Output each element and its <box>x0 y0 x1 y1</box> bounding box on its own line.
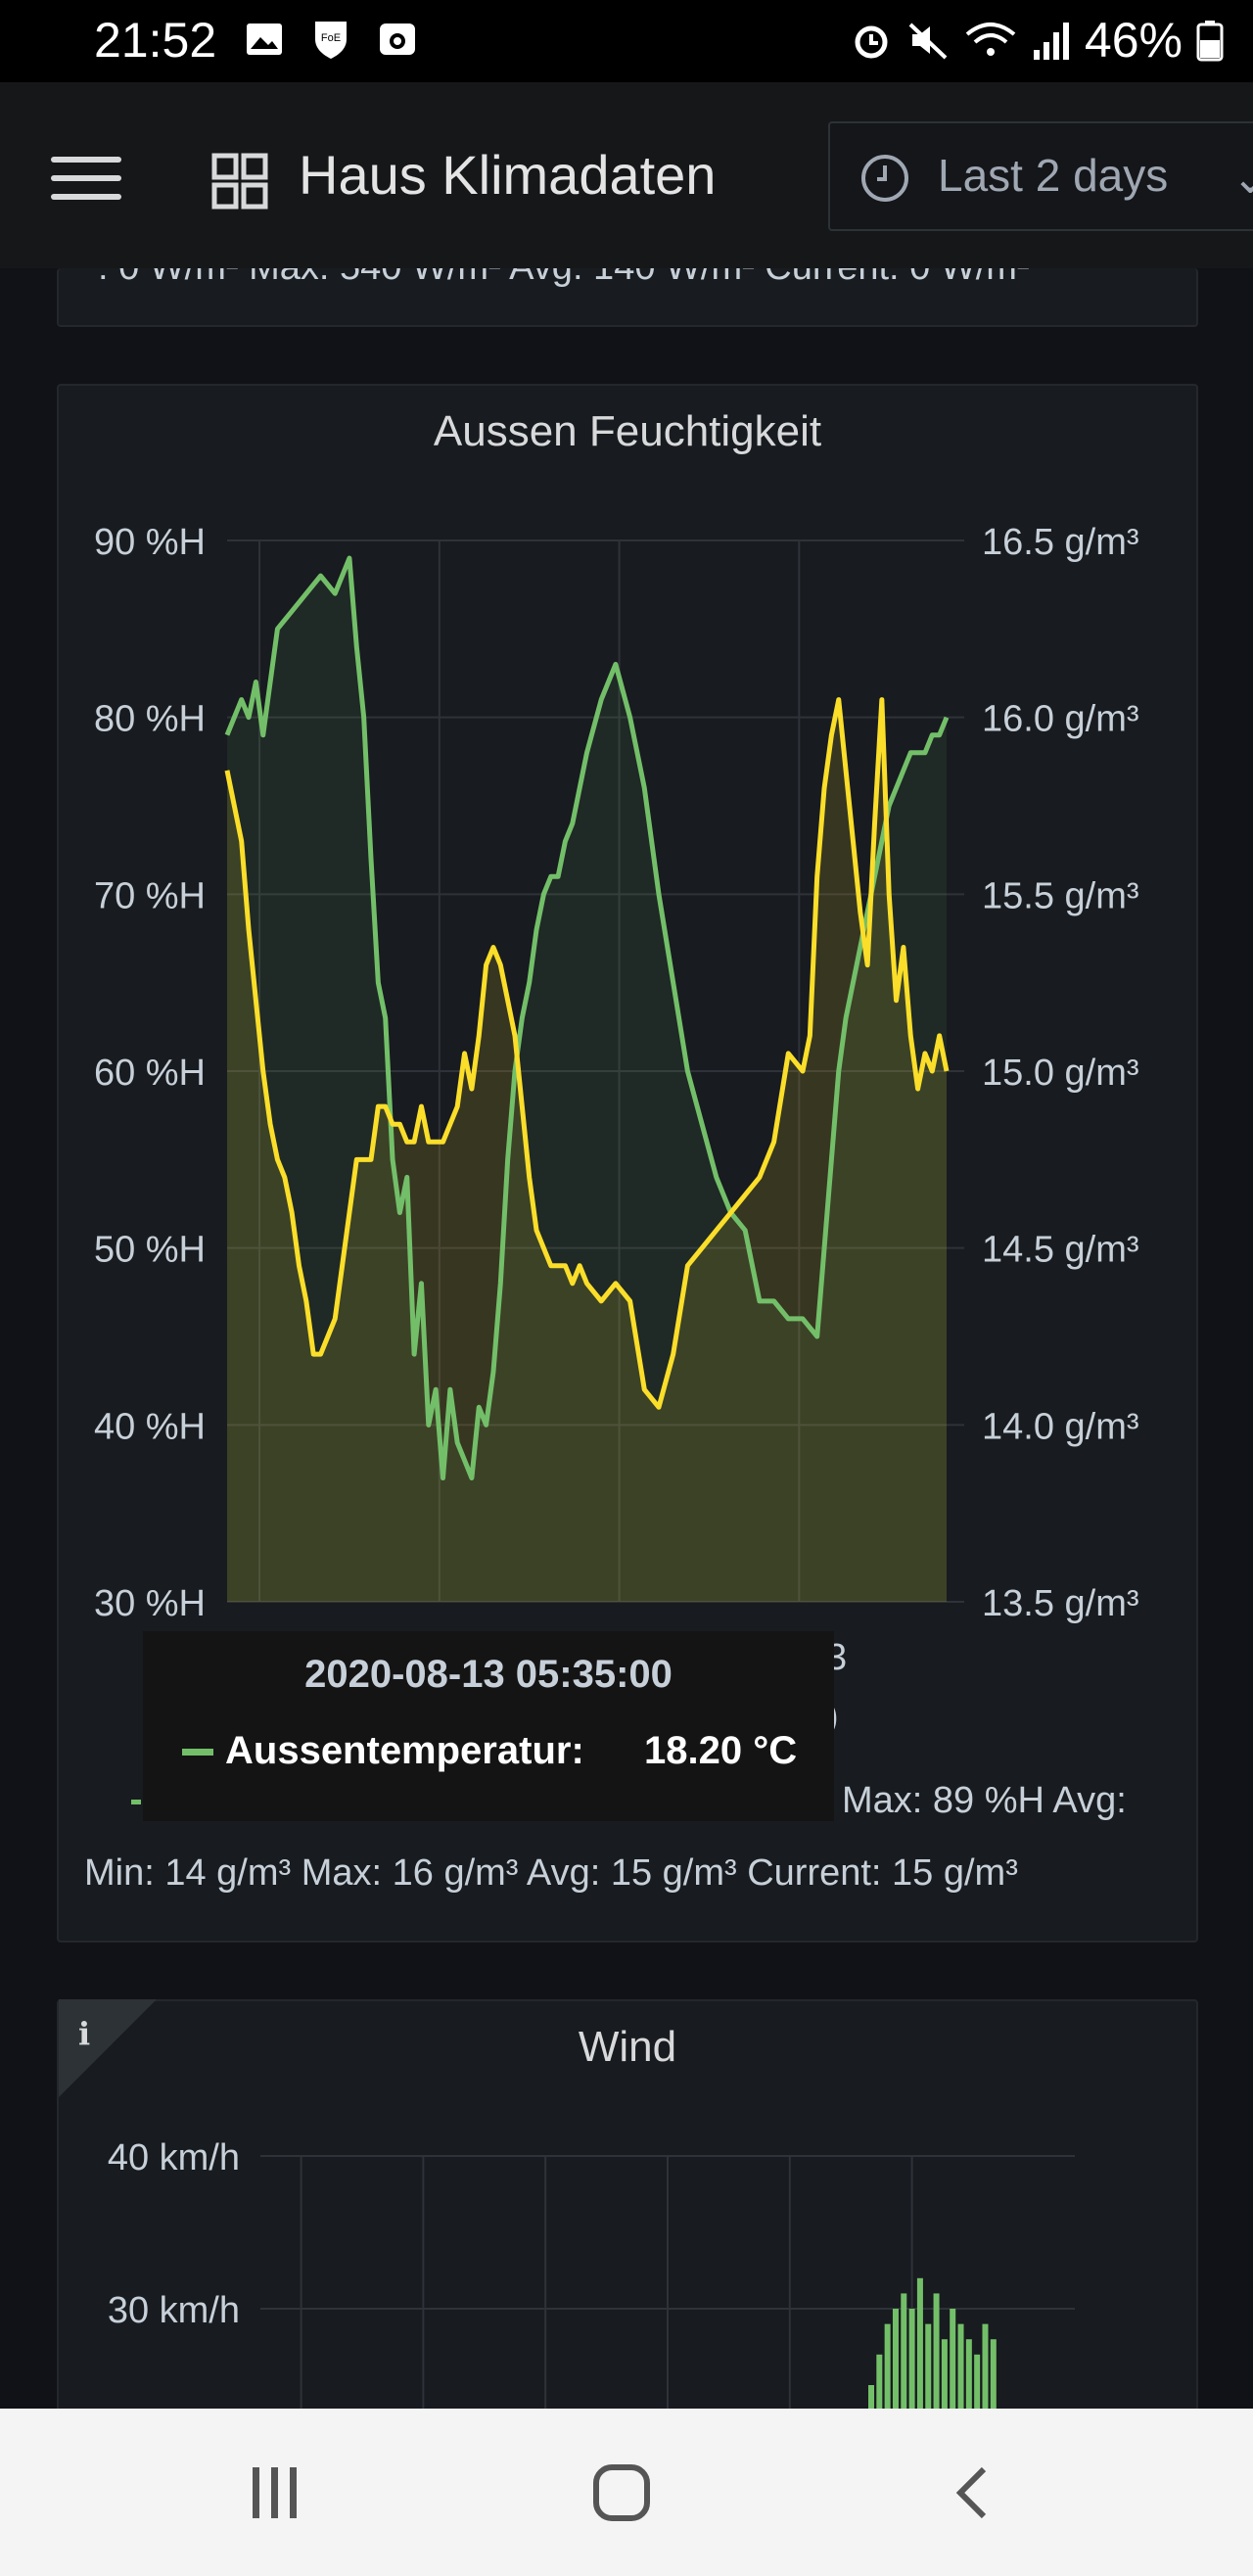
y-tick-left: 30 %H <box>94 1583 206 1624</box>
wind-bar <box>974 2354 981 2409</box>
y-tick-left: 60 %H <box>94 1053 206 1094</box>
legend-swatch <box>131 1800 141 1804</box>
status-bar: 21:52 FoE 46% <box>0 0 1253 82</box>
y-tick-left: 70 %H <box>94 875 206 916</box>
panel-title[interactable]: Wind <box>578 2023 677 2071</box>
chevron-down-icon: ⌄ <box>1231 152 1253 203</box>
y-tick-left: 80 %H <box>94 699 206 740</box>
tooltip-series-name: Aussentemperatur: <box>225 1729 584 1772</box>
image-icon <box>247 23 282 55</box>
y-tick-right: 16.0 g/m³ <box>982 699 1139 740</box>
y-tick-right: 16.5 g/m³ <box>982 522 1139 563</box>
home-button[interactable] <box>543 2409 700 2576</box>
wind-bar <box>982 2323 989 2409</box>
shield-icon: FoE <box>315 22 347 59</box>
battery-icon <box>1196 21 1224 62</box>
y-tick-left: 30 km/h <box>108 2290 240 2331</box>
wind-bar <box>950 2309 956 2409</box>
y-tick-right: 14.5 g/m³ <box>982 1230 1139 1271</box>
wind-bar <box>933 2293 940 2409</box>
signal-icon <box>1033 23 1069 60</box>
mute-icon <box>908 23 948 60</box>
wind-bar <box>908 2309 915 2409</box>
status-time: 21:52 <box>94 13 217 68</box>
series-line-absolute-humidity <box>224 697 950 1410</box>
y-tick-right: 15.5 g/m³ <box>982 875 1139 916</box>
battery-percent: 46% <box>1084 13 1183 68</box>
tooltip-date: 2020-08-13 05:35:00 <box>304 1653 673 1696</box>
y-tick-left: 40 km/h <box>108 2137 240 2178</box>
tooltip-series-value: 18.20 °C <box>644 1729 798 1772</box>
dashboard-title[interactable]: Haus Klimadaten <box>299 144 717 206</box>
legend-row-1[interactable]: Max: 89 %H Avg: <box>842 1780 1127 1821</box>
time-range-picker[interactable]: Last 2 days ⌄ <box>828 121 1253 231</box>
y-tick-right: 14.0 g/m³ <box>982 1406 1139 1447</box>
home-icon <box>593 2463 650 2521</box>
info-icon[interactable]: i <box>78 2015 91 2052</box>
wind-panel: Wind <box>57 1999 1198 2450</box>
y-tick-left: 50 %H <box>94 1230 206 1271</box>
series-area-relative-humidity <box>227 558 947 1602</box>
previous-panel: : 0 W/m² Max: 540 W/m² Avg: 140 W/m² Cur… <box>57 268 1198 327</box>
wind-bar <box>925 2323 932 2409</box>
wind-bar <box>916 2277 923 2409</box>
previous-panel-legend: : 0 W/m² Max: 540 W/m² Avg: 140 W/m² Cur… <box>98 268 1030 289</box>
clock-icon <box>861 155 908 202</box>
system-navigation-bar <box>0 2409 1253 2576</box>
tooltip-series-swatch <box>182 1749 213 1756</box>
y-tick-left: 90 %H <box>94 522 206 563</box>
humidity-chart[interactable]: 90 %H 80 %H 70 %H 60 %H 50 %H 40 %H 30 %H 16.5 … <box>0 0 1253 2409</box>
series-area-absolute-humidity <box>227 699 947 1602</box>
series-line-relative-humidity <box>224 555 950 1481</box>
panel-title[interactable]: Aussen Feuchtigkeit <box>433 407 822 455</box>
menu-icon[interactable] <box>51 157 121 202</box>
y-tick-right: 15.0 g/m³ <box>982 1053 1139 1094</box>
dashboard-grid-icon[interactable] <box>211 153 268 210</box>
wind-bar <box>868 2385 874 2409</box>
legend-row-2[interactable]: Min: 14 g/m³ Max: 16 g/m³ Avg: 15 g/m³ C… <box>84 1852 1018 1894</box>
alarm-icon <box>855 25 888 59</box>
back-icon <box>955 2466 987 2518</box>
wind-bar <box>965 2339 972 2409</box>
panel-info-corner[interactable] <box>59 1999 157 2097</box>
camera-icon <box>380 23 415 55</box>
wifi-icon <box>965 23 1016 56</box>
wind-chart[interactable]: 40 km/h 30 km/h <box>0 0 1253 2409</box>
y-tick-right: 13.5 g/m³ <box>982 1583 1139 1624</box>
wind-bar <box>941 2339 948 2409</box>
wind-bar <box>876 2354 883 2409</box>
wind-bar <box>901 2293 907 2409</box>
wind-bar <box>892 2309 899 2409</box>
back-button[interactable] <box>896 2409 1052 2576</box>
wind-bar <box>957 2323 964 2409</box>
status-right: 46% <box>850 12 1224 69</box>
svg-text:FoE: FoE <box>321 32 341 44</box>
wind-bar <box>884 2323 891 2409</box>
chart-tooltip: 2020-08-13 05:35:00 Aussentemperatur: 18… <box>143 1631 834 1821</box>
recent-apps-button[interactable] <box>196 2409 352 2576</box>
time-range-label: Last 2 days <box>938 150 1169 201</box>
y-tick-left: 40 %H <box>94 1406 206 1447</box>
recent-apps-icon <box>253 2466 297 2518</box>
wind-bar <box>990 2339 997 2409</box>
